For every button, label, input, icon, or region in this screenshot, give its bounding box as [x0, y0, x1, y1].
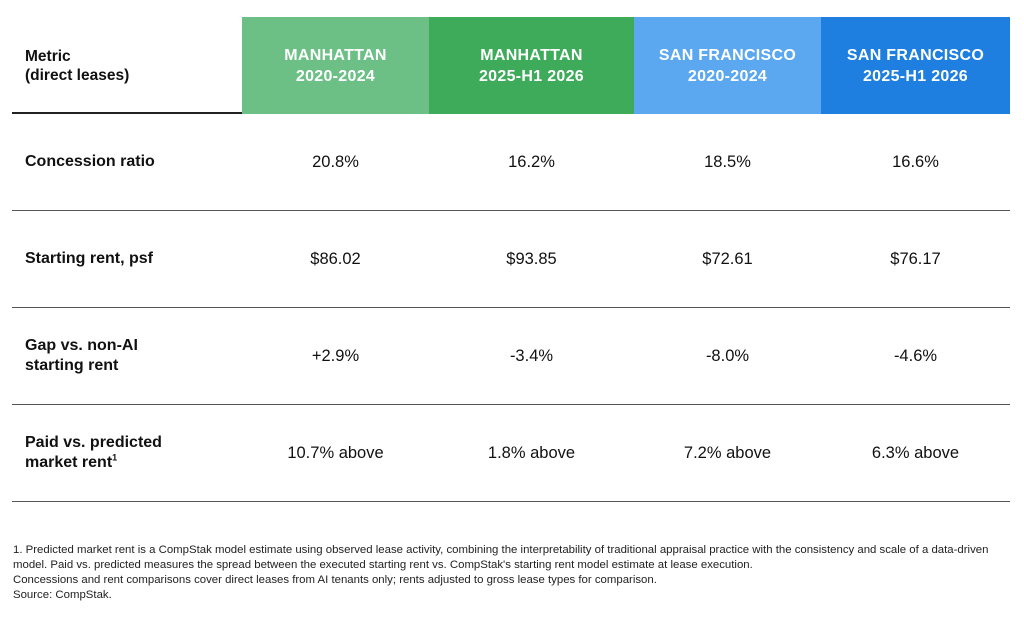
- table-cell: $76.17: [890, 249, 941, 268]
- table-cell: 10.7% above: [287, 443, 384, 462]
- column-header-san-francisco-2020-2024: SAN FRANCISCO 2020-2024: [634, 17, 821, 114]
- column-header-city: SAN FRANCISCO: [658, 46, 797, 64]
- footnote-1: 1. Predicted market rent is a CompStak m…: [13, 544, 989, 571]
- table-row-gap-vs-non-ai: Gap vs. non-AI starting rent +2.9% -3.4%…: [12, 308, 1010, 405]
- table-cell: -8.0%: [705, 346, 750, 365]
- source-note: Source: CompStak.: [13, 589, 112, 601]
- comparison-table: Metric (direct leases) MANHATTAN 2020-20…: [12, 17, 1010, 502]
- row-label-text: Concession ratio: [25, 153, 155, 170]
- table-row-starting-rent: Starting rent, psf $86.02 $93.85 $72.61 …: [12, 211, 1010, 308]
- metric-header-subtitle: (direct leases): [25, 66, 130, 84]
- header-row: Metric (direct leases) MANHATTAN 2020-20…: [12, 17, 1010, 114]
- metric-header: Metric (direct leases): [12, 17, 242, 114]
- column-header-city: SAN FRANCISCO: [846, 46, 985, 64]
- footnote-marker: 1: [112, 452, 118, 463]
- table-row-concession-ratio: Concession ratio 20.8% 16.2% 18.5% 16.6%: [12, 114, 1010, 211]
- row-label: Paid vs. predicted market rent1: [12, 405, 242, 501]
- table-cell: 1.8% above: [487, 443, 576, 462]
- row-label: Starting rent, psf: [12, 211, 242, 307]
- column-header-period: 2020-2024: [295, 67, 376, 85]
- column-header-period: 2025-H1 2026: [862, 67, 968, 85]
- table-cell: +2.9%: [311, 346, 360, 365]
- column-header-city: MANHATTAN: [480, 46, 583, 64]
- column-header-manhattan-2025-h1-2026: MANHATTAN 2025-H1 2026: [429, 17, 634, 114]
- metric-header-title: Metric: [25, 47, 71, 65]
- column-header-period: 2020-2024: [687, 67, 768, 85]
- table-cell: 6.3% above: [871, 443, 960, 462]
- table-cell: 16.6%: [892, 152, 939, 171]
- row-label-text: Gap vs. non-AI: [25, 337, 138, 354]
- row-label-text: starting rent: [25, 357, 119, 374]
- table-cell: $93.85: [506, 249, 557, 268]
- table-cell: 7.2% above: [683, 443, 772, 462]
- footnotes: 1. Predicted market rent is a CompStak m…: [13, 543, 1003, 603]
- row-label-text: Paid vs. predicted: [25, 434, 162, 451]
- table-cell: -4.6%: [893, 346, 938, 365]
- table-cell: $86.02: [310, 249, 361, 268]
- table-cell: 16.2%: [508, 152, 555, 171]
- column-header-san-francisco-2025-h1-2026: SAN FRANCISCO 2025-H1 2026: [821, 17, 1010, 114]
- row-label: Concession ratio: [12, 114, 242, 210]
- row-label-text: market rent: [25, 454, 113, 471]
- column-header-period: 2025-H1 2026: [478, 67, 584, 85]
- table-row-paid-vs-predicted: Paid vs. predicted market rent1 10.7% ab…: [12, 405, 1010, 502]
- column-header-city: MANHATTAN: [284, 46, 387, 64]
- table-cell: 18.5%: [704, 152, 751, 171]
- column-header-manhattan-2020-2024: MANHATTAN 2020-2024: [242, 17, 429, 114]
- row-label: Gap vs. non-AI starting rent: [12, 308, 242, 404]
- row-label-text: Starting rent, psf: [25, 250, 154, 267]
- table-cell: -3.4%: [509, 346, 554, 365]
- table-cell: $72.61: [702, 249, 753, 268]
- footnote-scope-note: Concessions and rent comparisons cover d…: [13, 574, 657, 586]
- table-cell: 20.8%: [312, 152, 359, 171]
